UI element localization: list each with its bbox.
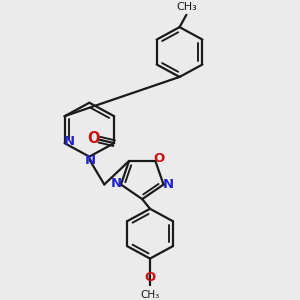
Text: N: N [63, 136, 74, 148]
Text: CH₃: CH₃ [177, 2, 197, 12]
Text: CH₃: CH₃ [140, 290, 160, 300]
Text: O: O [154, 152, 165, 165]
Text: N: N [163, 178, 174, 191]
Text: O: O [144, 271, 156, 284]
Text: O: O [87, 131, 100, 146]
Text: N: N [85, 154, 96, 167]
Text: N: N [111, 177, 122, 190]
